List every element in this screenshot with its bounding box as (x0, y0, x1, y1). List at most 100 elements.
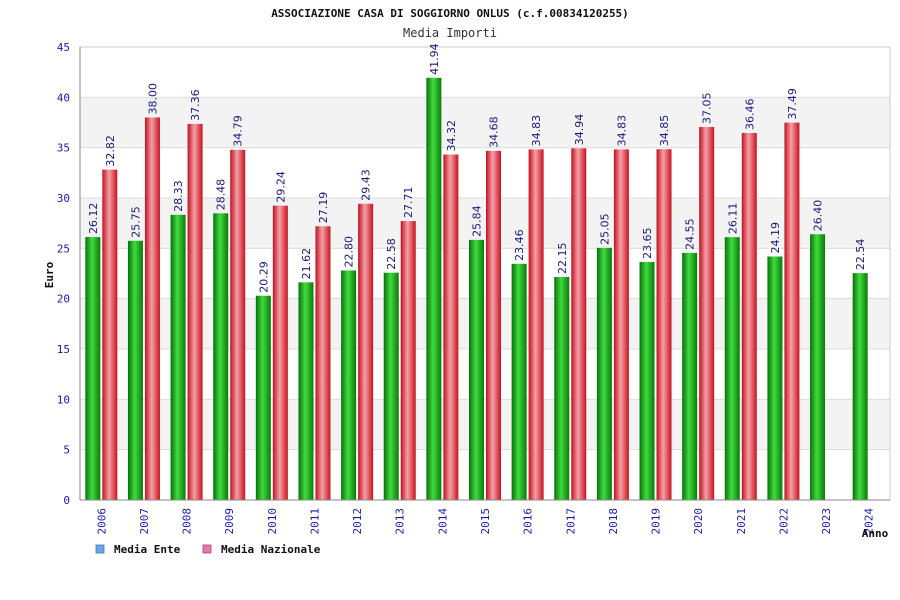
bar-media-ente (85, 237, 101, 501)
data-label-media-nazionale: 37.49 (786, 88, 799, 120)
data-label-media-nazionale: 34.79 (232, 115, 245, 146)
bar-media-ente (639, 261, 655, 500)
bar-media-ente (810, 234, 826, 501)
x-tick-label: 2009 (223, 508, 236, 535)
y-tick-label: 30 (57, 192, 70, 205)
x-tick-label: 2010 (266, 508, 279, 535)
data-label-media-ente: 24.55 (684, 218, 697, 250)
bar-media-ente (554, 277, 570, 500)
x-tick-label: 2016 (522, 508, 535, 535)
y-tick-label: 45 (57, 41, 70, 54)
data-label-media-nazionale: 36.46 (743, 98, 756, 130)
data-label-media-ente: 26.12 (87, 203, 100, 235)
data-label-media-nazionale: 34.68 (488, 116, 501, 148)
bar-media-nazionale (571, 148, 587, 500)
data-label-media-ente: 24.19 (769, 222, 782, 254)
data-label-media-ente: 26.40 (812, 200, 825, 232)
bar-media-nazionale (741, 132, 757, 500)
y-tick-label: 0 (63, 494, 70, 507)
bar-media-nazionale (358, 203, 374, 500)
bar-media-nazionale (102, 169, 118, 500)
chart-subtitle: Media Importi (403, 26, 497, 40)
bar-media-nazionale (187, 123, 203, 500)
bar-media-nazionale (443, 154, 459, 500)
data-label-media-nazionale: 34.94 (573, 114, 586, 146)
bar-media-ente (383, 272, 399, 500)
x-tick-label: 2021 (735, 508, 748, 535)
grid-band (80, 47, 890, 98)
x-tick-label: 2022 (777, 508, 790, 535)
x-tick-label: 2015 (479, 508, 492, 535)
data-label-media-ente: 21.62 (300, 248, 313, 280)
bar-media-ente (682, 252, 698, 500)
x-tick-label: 2020 (692, 508, 705, 535)
bar-media-nazionale (230, 149, 246, 500)
y-tick-label: 40 (57, 91, 70, 104)
data-label-media-ente: 28.33 (172, 180, 185, 212)
bar-media-ente (341, 270, 357, 500)
data-label-media-nazionale: 29.43 (360, 169, 373, 201)
bar-media-ente (255, 295, 271, 500)
data-label-media-nazionale: 34.83 (530, 115, 543, 147)
x-tick-label: 2024 (863, 508, 876, 535)
data-label-media-ente: 22.15 (556, 243, 569, 275)
data-label-media-ente: 20.29 (257, 261, 270, 293)
bar-media-nazionale (144, 117, 160, 500)
data-label-media-ente: 25.05 (598, 213, 611, 245)
bar-media-nazionale (656, 149, 672, 500)
legend: Media Ente Media Nazionale (95, 543, 321, 556)
data-label-media-ente: 28.48 (215, 179, 228, 210)
data-label-media-ente: 23.65 (641, 227, 654, 259)
legend-label-media-nazionale: Media Nazionale (221, 543, 321, 556)
data-label-media-ente: 25.75 (129, 206, 142, 238)
data-label-media-ente: 22.58 (385, 238, 398, 270)
data-label-media-nazionale: 34.85 (658, 115, 671, 147)
data-label-media-ente: 23.46 (513, 229, 526, 261)
x-tick-label: 2007 (138, 508, 151, 535)
x-tick-label: 2006 (95, 508, 108, 535)
bar-media-ente (170, 214, 186, 500)
y-tick-label: 35 (57, 142, 70, 155)
bar-media-nazionale (272, 205, 288, 500)
y-axis: 0 5 10 15 20 25 30 35 40 45 (57, 41, 81, 507)
x-tick-label: 2008 (181, 508, 194, 535)
data-label-media-ente: 22.80 (343, 236, 356, 268)
data-label-media-ente: 26.11 (726, 203, 739, 235)
x-tick-label: 2017 (564, 508, 577, 535)
bar-media-nazionale (528, 149, 544, 501)
bar-media-nazionale (613, 149, 629, 501)
bar-media-ente (596, 247, 612, 500)
data-label-media-nazionale: 29.24 (274, 171, 287, 203)
bar-media-ente (426, 77, 442, 500)
legend-swatch-media-ente (95, 544, 105, 554)
y-tick-label: 25 (57, 242, 70, 255)
bar-media-ente (511, 263, 527, 500)
bar-media-ente (724, 237, 740, 500)
data-label-media-nazionale: 32.82 (104, 135, 117, 167)
bar-media-ente (767, 256, 783, 500)
data-label-media-ente: 22.54 (854, 239, 867, 271)
x-tick-label: 2023 (820, 508, 833, 535)
x-axis-label: Anno (862, 527, 889, 540)
bar-media-ente (852, 273, 868, 500)
x-tick-label: 2012 (351, 508, 364, 535)
bar-media-nazionale (400, 221, 416, 500)
bar-media-ente (127, 240, 143, 501)
x-tick-label: 2018 (607, 508, 620, 535)
bar-media-nazionale (699, 127, 715, 500)
data-label-media-nazionale: 38.00 (146, 83, 159, 115)
legend-swatch-media-nazionale (202, 544, 212, 554)
x-tick-label: 2019 (650, 508, 663, 535)
bar-media-nazionale (315, 226, 331, 500)
y-tick-label: 5 (63, 444, 70, 457)
bar-labels: 26.12 32.82 25.75 38.00 28.33 37.36 28.48 34.79… (87, 43, 867, 292)
chart-title: ASSOCIAZIONE CASA DI SOGGIORNO ONLUS (c.… (271, 7, 629, 20)
data-label-media-nazionale: 27.71 (402, 187, 415, 219)
data-label-media-nazionale: 37.36 (189, 89, 202, 121)
data-label-media-ente: 41.94 (428, 43, 441, 75)
data-label-media-nazionale: 27.19 (317, 192, 330, 224)
y-tick-label: 15 (57, 343, 70, 356)
data-label-media-nazionale: 37.05 (701, 93, 714, 125)
bar-media-ente (469, 239, 484, 501)
